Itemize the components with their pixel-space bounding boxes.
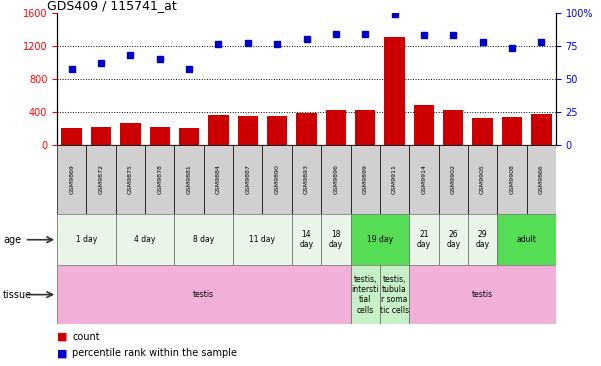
Text: GSM9875: GSM9875	[128, 164, 133, 194]
Bar	[350, 145, 380, 214]
Text: 29
day: 29 day	[475, 230, 490, 250]
Text: GSM9869: GSM9869	[69, 164, 75, 194]
Bar	[91, 127, 111, 145]
Bar	[439, 214, 468, 265]
Text: 14
day: 14 day	[299, 230, 314, 250]
Bar	[237, 116, 258, 145]
Text: ■: ■	[57, 348, 67, 358]
Text: adult: adult	[517, 235, 537, 244]
Text: testis: testis	[472, 290, 493, 299]
Text: testis,
tubula
r soma
tic cells: testis, tubula r soma tic cells	[380, 274, 409, 315]
Bar	[233, 214, 292, 265]
Bar	[409, 145, 439, 214]
Bar	[409, 214, 439, 265]
Bar	[531, 114, 552, 145]
Bar	[87, 145, 116, 214]
Bar	[439, 145, 468, 214]
Bar	[208, 115, 229, 145]
Text: GSM9881: GSM9881	[187, 164, 192, 194]
Bar	[263, 145, 292, 214]
Text: 4 day: 4 day	[135, 235, 156, 244]
Bar	[267, 116, 287, 145]
Text: GSM9899: GSM9899	[362, 164, 368, 194]
Bar	[61, 128, 82, 145]
Bar	[57, 265, 350, 324]
Bar	[57, 145, 87, 214]
Bar	[150, 127, 170, 145]
Bar	[292, 214, 321, 265]
Text: GSM9878: GSM9878	[157, 164, 162, 194]
Text: testis: testis	[194, 290, 215, 299]
Text: 18
day: 18 day	[329, 230, 343, 250]
Bar	[468, 214, 497, 265]
Bar	[120, 123, 141, 145]
Text: 11 day: 11 day	[249, 235, 275, 244]
Text: GSM9905: GSM9905	[480, 164, 485, 194]
Text: GSM9896: GSM9896	[334, 164, 338, 194]
Bar	[350, 214, 409, 265]
Bar	[116, 214, 174, 265]
Bar	[174, 214, 233, 265]
Text: GSM9872: GSM9872	[99, 164, 103, 194]
Bar	[497, 145, 526, 214]
Bar	[321, 145, 350, 214]
Bar	[443, 111, 463, 145]
Bar	[384, 37, 405, 145]
Text: GSM9866: GSM9866	[538, 164, 544, 194]
Text: GSM9893: GSM9893	[304, 164, 309, 194]
Text: GSM9908: GSM9908	[510, 164, 514, 194]
Bar	[502, 117, 522, 145]
Bar	[380, 265, 409, 324]
Bar	[179, 128, 200, 145]
Text: tissue: tissue	[3, 290, 32, 300]
Text: GSM9887: GSM9887	[245, 164, 251, 194]
Text: GSM9890: GSM9890	[275, 164, 279, 194]
Text: 26
day: 26 day	[446, 230, 460, 250]
Bar	[326, 109, 346, 145]
Text: count: count	[72, 332, 100, 342]
Text: GSM9902: GSM9902	[451, 164, 456, 194]
Bar	[292, 145, 321, 214]
Bar	[296, 113, 317, 145]
Text: testis,
intersti
tial
cells: testis, intersti tial cells	[352, 274, 379, 315]
Text: 8 day: 8 day	[193, 235, 215, 244]
Text: GSM9914: GSM9914	[421, 164, 426, 194]
Bar	[116, 145, 145, 214]
Text: age: age	[3, 235, 21, 245]
Text: 19 day: 19 day	[367, 235, 393, 244]
Bar	[497, 214, 556, 265]
Bar	[355, 110, 376, 145]
Bar	[233, 145, 263, 214]
Bar	[472, 118, 493, 145]
Text: 1 day: 1 day	[76, 235, 97, 244]
Bar	[204, 145, 233, 214]
Text: ■: ■	[57, 332, 67, 342]
Bar	[380, 145, 409, 214]
Bar	[321, 214, 350, 265]
Text: 21
day: 21 day	[417, 230, 431, 250]
Bar	[174, 145, 204, 214]
Text: percentile rank within the sample: percentile rank within the sample	[72, 348, 237, 358]
Bar	[526, 145, 556, 214]
Bar	[57, 214, 116, 265]
Text: GDS409 / 115741_at: GDS409 / 115741_at	[47, 0, 177, 12]
Text: GSM9911: GSM9911	[392, 164, 397, 194]
Text: GSM9884: GSM9884	[216, 164, 221, 194]
Bar	[145, 145, 174, 214]
Bar	[409, 265, 556, 324]
Bar	[468, 145, 497, 214]
Bar	[413, 105, 434, 145]
Bar	[350, 265, 380, 324]
